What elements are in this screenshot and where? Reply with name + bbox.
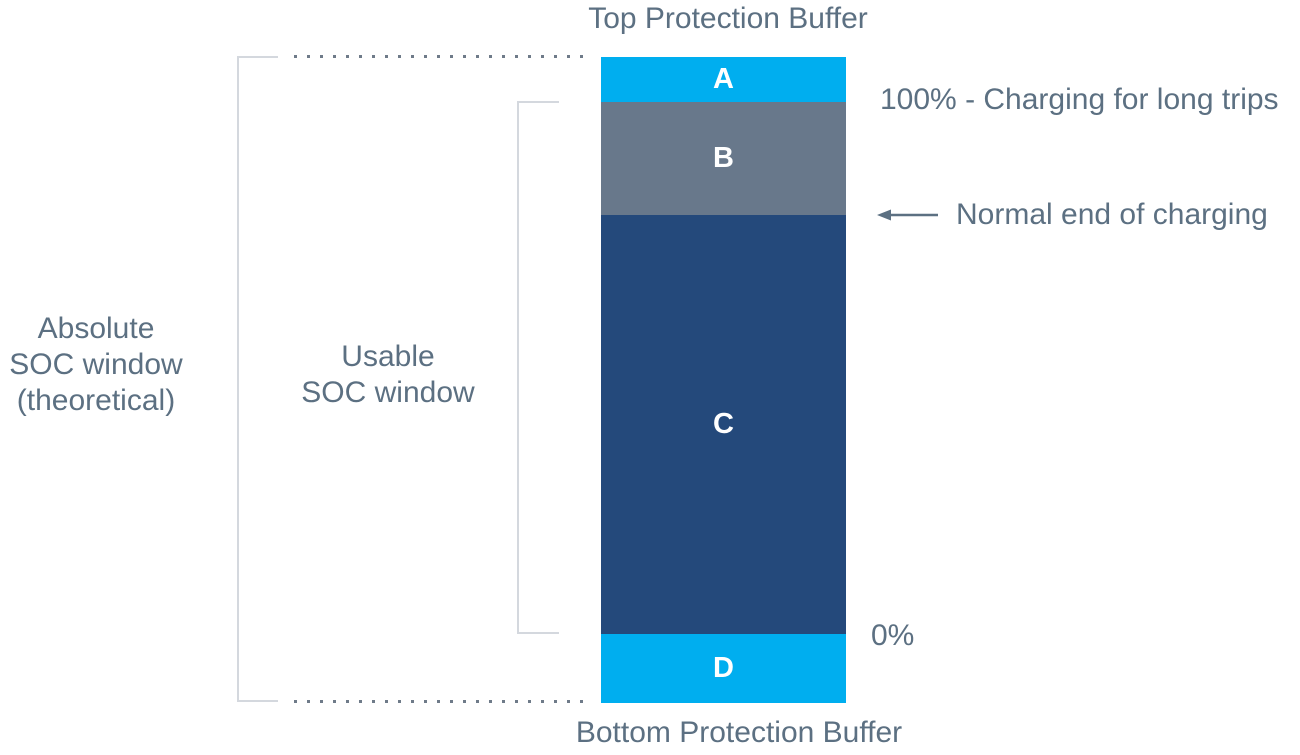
- segment-d-label: D: [713, 652, 734, 684]
- bottom-dotted-line: [294, 700, 590, 703]
- segment-a-top-buffer: A: [601, 57, 846, 102]
- usable-label-line-2: SOC window: [301, 376, 475, 409]
- normal-end-of-charging-annotation: Normal end of charging: [877, 197, 1268, 233]
- segment-b-charge-reserve: B: [601, 102, 846, 215]
- zero-percent-label: 0%: [871, 619, 915, 652]
- top-protection-buffer-label: Top Protection Buffer: [588, 2, 868, 35]
- absolute-soc-window-label: Absolute SOC window (theoretical): [0, 311, 192, 419]
- absolute-label-line-2: SOC window: [9, 348, 183, 381]
- bottom-protection-buffer-label: Bottom Protection Buffer: [575, 716, 903, 749]
- segment-d-bottom-buffer: D: [601, 634, 846, 703]
- absolute-label-line-1: Absolute: [37, 312, 155, 345]
- segment-a-label: A: [713, 63, 734, 95]
- charging-for-long-trips-annotation: 100% - Charging for long trips: [880, 83, 1279, 116]
- usable-soc-window-bracket: [517, 101, 559, 634]
- soc-stacked-bar: A B C D: [601, 57, 846, 703]
- left-arrow-icon: [877, 209, 938, 221]
- usable-label-line-1: Usable: [341, 340, 435, 373]
- absolute-label-line-3: (theoretical): [16, 384, 176, 417]
- top-dotted-line: [294, 55, 590, 58]
- segment-c-label: C: [713, 408, 734, 440]
- segment-b-label: B: [713, 142, 734, 174]
- normal-end-of-charging-text: Normal end of charging: [956, 198, 1268, 231]
- segment-c-usable-range: C: [601, 215, 846, 634]
- absolute-soc-window-bracket: [237, 56, 278, 702]
- usable-soc-window-label: Usable SOC window: [292, 339, 484, 411]
